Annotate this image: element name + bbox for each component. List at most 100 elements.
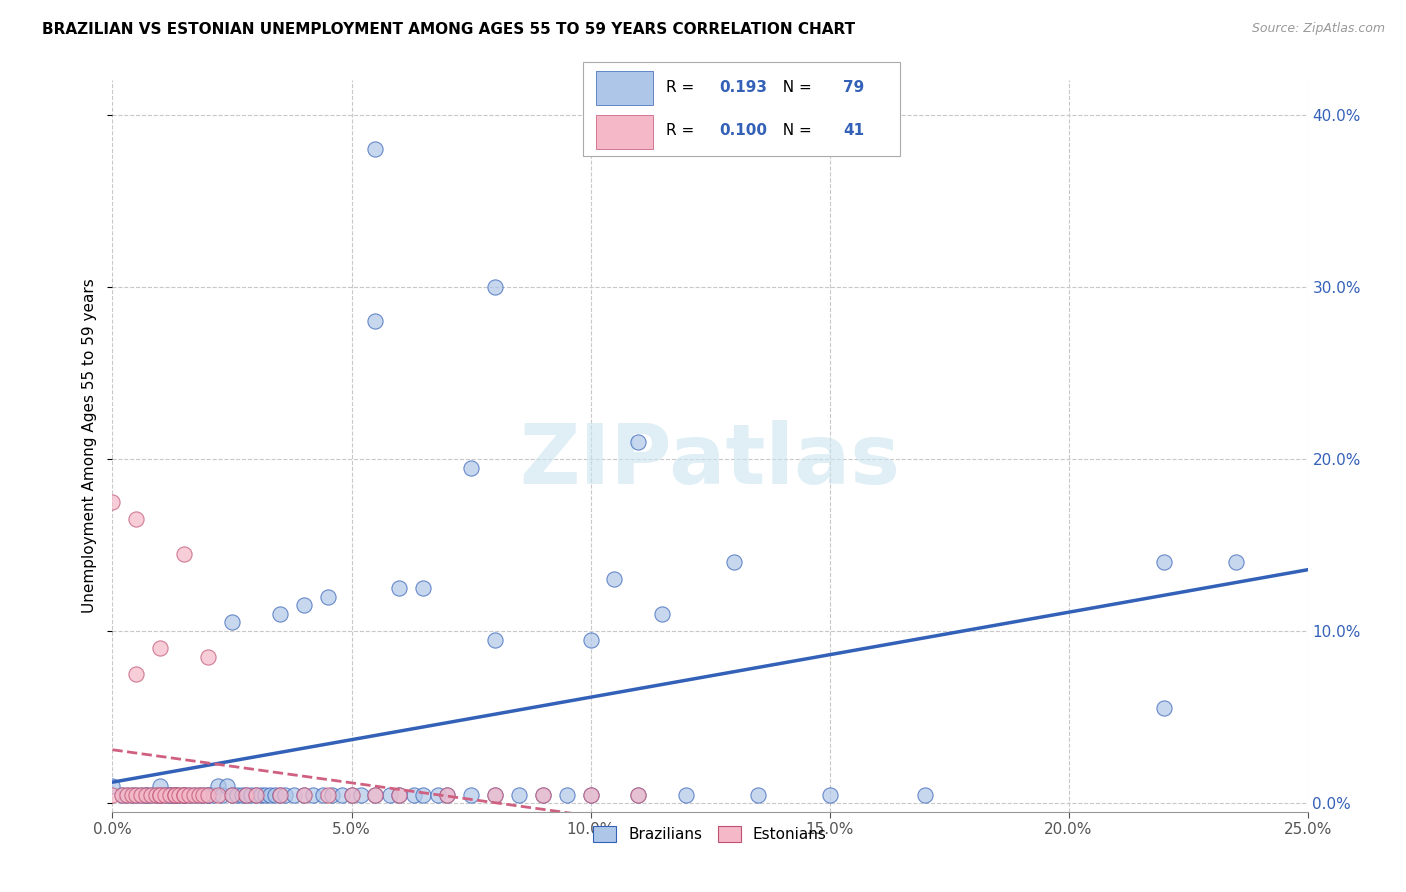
Point [193, 788, 215, 802]
FancyBboxPatch shape [596, 70, 652, 104]
Point [235, 788, 257, 802]
Point [484, 788, 506, 802]
Point [316, 788, 339, 802]
Point [579, 788, 602, 802]
Point [675, 788, 697, 802]
Point [1153, 701, 1175, 715]
Point [723, 555, 745, 569]
Point [101, 495, 124, 509]
Point [603, 573, 626, 587]
Point [197, 649, 219, 664]
Point [139, 788, 162, 802]
Point [378, 788, 401, 802]
Point [139, 788, 162, 802]
Point [364, 788, 387, 802]
Point [388, 581, 411, 595]
Point [221, 788, 243, 802]
Point [340, 788, 363, 802]
Point [1153, 555, 1175, 569]
Point [111, 788, 134, 802]
Point [101, 788, 124, 802]
Point [1225, 555, 1247, 569]
Point [412, 788, 434, 802]
Point [402, 788, 425, 802]
Point [302, 788, 325, 802]
Point [163, 788, 186, 802]
Point [207, 788, 229, 802]
Point [221, 788, 243, 802]
Point [264, 788, 287, 802]
Point [747, 788, 769, 802]
Point [135, 788, 157, 802]
Point [163, 788, 186, 802]
Legend: Brazilians, Estonians: Brazilians, Estonians [588, 820, 832, 848]
Point [125, 667, 148, 681]
Point [145, 788, 167, 802]
Point [183, 788, 205, 802]
Point [149, 788, 172, 802]
Text: 41: 41 [844, 123, 865, 138]
Point [231, 788, 253, 802]
Point [173, 788, 195, 802]
Point [484, 632, 506, 647]
Point [818, 788, 841, 802]
Point [460, 788, 482, 802]
Point [135, 788, 157, 802]
Point [436, 788, 458, 802]
Point [531, 788, 554, 802]
Point [579, 788, 602, 802]
Point [269, 607, 291, 621]
Point [531, 788, 554, 802]
Point [350, 788, 373, 802]
Point [125, 788, 148, 802]
Point [225, 788, 247, 802]
Point [207, 779, 229, 793]
Text: N =: N = [773, 123, 817, 138]
Point [627, 434, 650, 449]
Point [187, 788, 209, 802]
Text: 79: 79 [844, 80, 865, 95]
Point [197, 788, 219, 802]
Point [173, 547, 195, 561]
Point [292, 598, 315, 612]
Point [115, 788, 138, 802]
Point [129, 788, 152, 802]
Point [508, 788, 530, 802]
Text: N =: N = [773, 80, 817, 95]
Point [197, 788, 219, 802]
Point [211, 788, 233, 802]
Point [460, 460, 482, 475]
Point [426, 788, 449, 802]
Point [627, 788, 650, 802]
Point [163, 788, 186, 802]
Point [269, 788, 291, 802]
Point [269, 788, 291, 802]
Point [163, 788, 186, 802]
Point [169, 788, 191, 802]
Text: R =: R = [666, 123, 699, 138]
Point [259, 788, 281, 802]
Point [149, 779, 172, 793]
Point [914, 788, 936, 802]
FancyBboxPatch shape [583, 62, 900, 156]
Point [292, 788, 315, 802]
Point [145, 788, 167, 802]
Point [555, 788, 578, 802]
Point [240, 788, 263, 802]
Y-axis label: Unemployment Among Ages 55 to 59 years: Unemployment Among Ages 55 to 59 years [82, 278, 97, 614]
Point [153, 788, 176, 802]
Point [273, 788, 295, 802]
Point [316, 590, 339, 604]
Point [201, 788, 224, 802]
Point [173, 788, 195, 802]
Point [364, 142, 387, 156]
Point [135, 788, 157, 802]
Point [254, 788, 277, 802]
Point [149, 788, 172, 802]
Point [579, 632, 602, 647]
Point [111, 788, 134, 802]
Point [153, 788, 176, 802]
Point [330, 788, 353, 802]
Point [159, 788, 181, 802]
Point [340, 788, 363, 802]
